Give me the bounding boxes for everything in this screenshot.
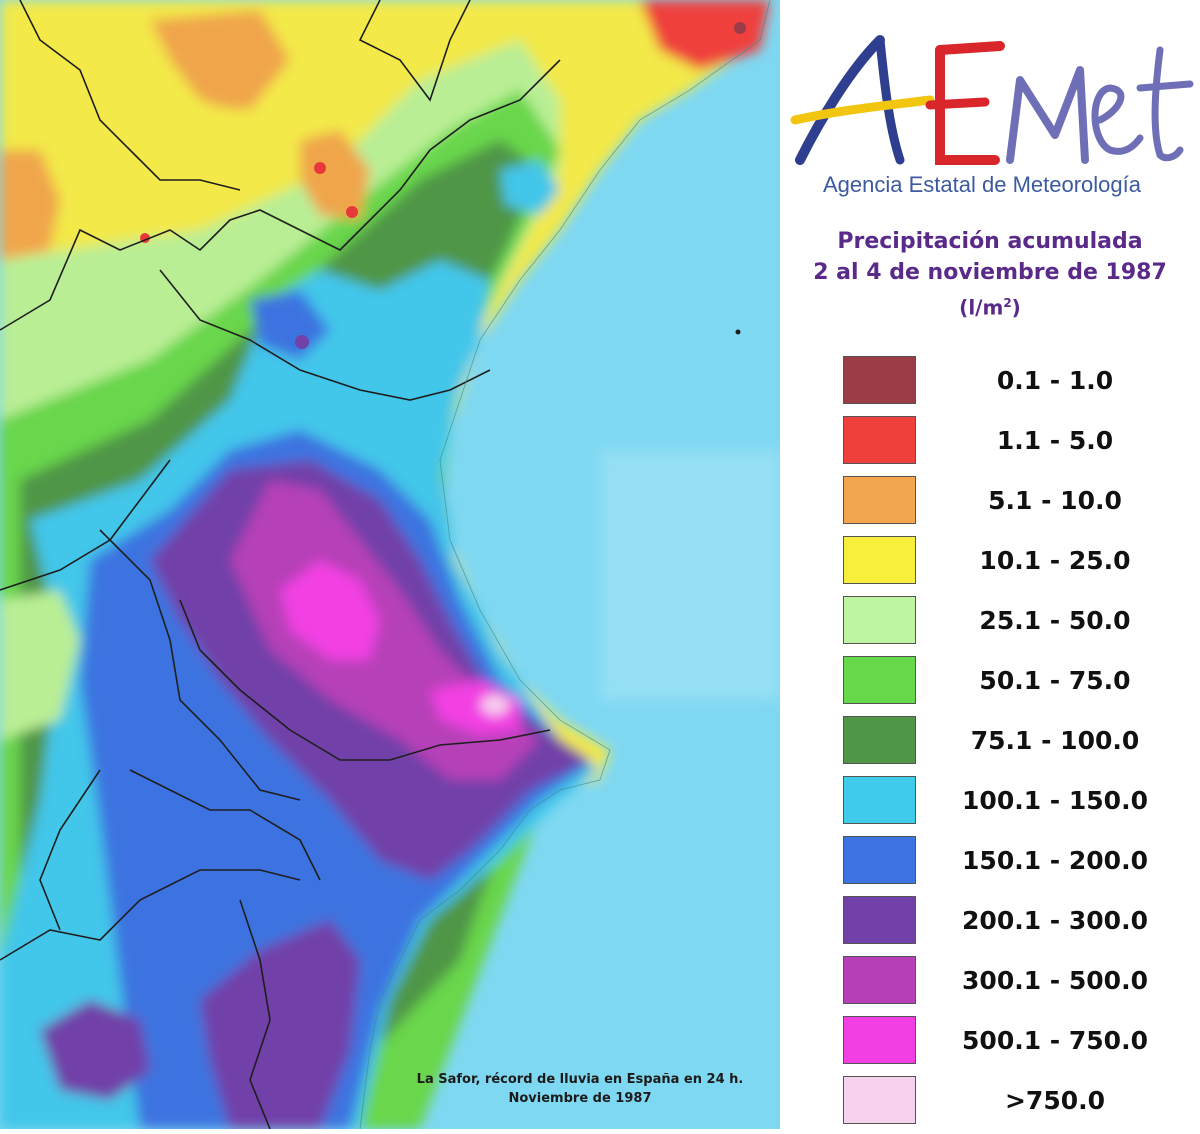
legend-item: 300.1 - 500.0 (840, 954, 1190, 1014)
agency-name: Agencia Estatal de Meteorología (823, 172, 1141, 197)
legend-swatch (843, 476, 916, 524)
legend-label: 1.1 - 5.0 (996, 426, 1114, 455)
caption-line-1: La Safor, récord de lluvia en España en … (416, 1072, 744, 1087)
legend-item: 25.1 - 50.0 (840, 594, 1190, 654)
legend-item: 100.1 - 150.0 (840, 774, 1190, 834)
title-unit: (l/m2) (959, 295, 1021, 320)
legend-swatch (843, 596, 916, 644)
legend-item: 10.1 - 25.0 (840, 534, 1190, 594)
legend-label: 50.1 - 75.0 (979, 666, 1131, 695)
legend-label: 200.1 - 300.0 (962, 906, 1148, 935)
legend-title: Precipitación acumulada 2 al 4 de noviem… (780, 226, 1200, 324)
legend-label: 10.1 - 25.0 (979, 546, 1131, 575)
legend-item: 75.1 - 100.0 (840, 714, 1190, 774)
legend-swatch (843, 356, 916, 404)
legend-swatch (843, 416, 916, 464)
legend-swatch (843, 536, 916, 584)
legend-label: 0.1 - 1.0 (996, 366, 1114, 395)
legend-item: 50.1 - 75.0 (840, 654, 1190, 714)
legend-label: >750.0 (1004, 1086, 1106, 1115)
precipitation-map: La Safor, récord de lluvia en España en … (0, 0, 780, 1129)
legend-label: 300.1 - 500.0 (962, 966, 1148, 995)
legend-swatch (843, 776, 916, 824)
province-borders (0, 0, 561, 1129)
legend-swatch (843, 656, 916, 704)
legend-label: 150.1 - 200.0 (962, 846, 1148, 875)
map-svg (0, 0, 780, 1129)
legend-item: 200.1 - 300.0 (840, 894, 1190, 954)
legend-item: 500.1 - 750.0 (840, 1014, 1190, 1074)
legend-label: 25.1 - 50.0 (979, 606, 1131, 635)
title-line-2: 2 al 4 de noviembre de 1987 (813, 260, 1167, 285)
legend-label: 100.1 - 150.0 (962, 786, 1148, 815)
legend-swatch (843, 1076, 916, 1124)
title-line-1: Precipitación acumulada (837, 229, 1143, 254)
precipitation-legend: 0.1 - 1.0 1.1 - 5.0 5.1 - 10.0 10.1 - 25.0 2… (840, 354, 1190, 1134)
legend-label: 5.1 - 10.0 (988, 486, 1122, 515)
aemet-logo-graphic (790, 35, 1194, 165)
legend-swatch (843, 896, 916, 944)
legend-item: 5.1 - 10.0 (840, 474, 1190, 534)
aemet-logo (780, 10, 1200, 180)
legend-swatch (843, 1016, 916, 1064)
legend-label: 75.1 - 100.0 (970, 726, 1140, 755)
legend-swatch (843, 836, 916, 884)
legend-swatch (843, 956, 916, 1004)
legend-swatch (843, 716, 916, 764)
map-caption: La Safor, récord de lluvia en España en … (370, 1070, 780, 1108)
legend-label: 500.1 - 750.0 (962, 1026, 1148, 1055)
legend-item: 150.1 - 200.0 (840, 834, 1190, 894)
legend-item: 1.1 - 5.0 (840, 414, 1190, 474)
caption-line-2: Noviembre de 1987 (508, 1091, 652, 1106)
legend-item: >750.0 (840, 1074, 1190, 1134)
legend-item: 0.1 - 1.0 (840, 354, 1190, 414)
legend-panel: Agencia Estatal de Meteorología Precipit… (780, 0, 1200, 1129)
